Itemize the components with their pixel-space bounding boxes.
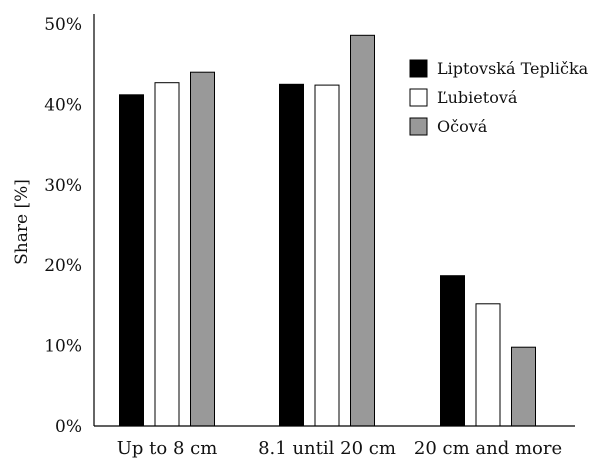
x-tick-label: 20 cm and more [414,438,562,459]
x-tick-label: Up to 8 cm [117,438,218,459]
y-tick-label: 10% [44,337,82,357]
y-tick-label: 0% [55,417,82,437]
y-tick-label: 20% [44,256,82,276]
y-tick-label: 40% [44,95,82,115]
x-tick-label: 8.1 until 20 cm [258,438,396,459]
legend-label: Liptovská Teplička [437,59,589,78]
y-tick-labels: 0% 10% 20% 30% 40% 50% [44,15,82,437]
y-tick-label: 30% [44,176,82,196]
bar [154,82,180,427]
legend-swatch [409,88,428,107]
bars-group [119,34,536,427]
bar [475,303,501,427]
legend-swatch [409,59,428,78]
bar [119,94,144,427]
x-tick-labels: Up to 8 cm 8.1 until 20 cm 20 cm and more [117,438,562,459]
bar [314,84,340,427]
bar [279,83,304,427]
y-tick-label: 50% [44,15,82,35]
y-axis-label: Share [%] [12,179,32,265]
bar [440,275,465,427]
bar [511,346,536,427]
bar [190,71,215,427]
legend-label: Očová [437,117,488,136]
legend-swatch [409,117,428,136]
legend: Liptovská Teplička Ľubietová Očová [409,59,589,136]
bar [350,34,375,427]
legend-label: Ľubietová [437,88,518,107]
